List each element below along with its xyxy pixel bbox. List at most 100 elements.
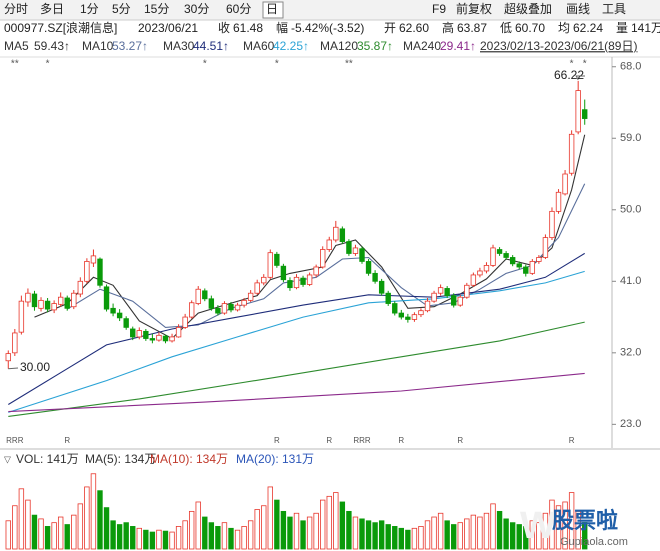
candle-body xyxy=(208,298,215,309)
candle-body xyxy=(97,258,103,286)
volume-bar xyxy=(562,501,568,550)
toolbar-tab[interactable]: 60分 xyxy=(226,2,251,16)
low-annotation: 30.00 xyxy=(20,360,50,374)
volume-bar xyxy=(470,514,477,550)
candle-body xyxy=(38,299,44,309)
volume-legend: MA(20): 131万 xyxy=(236,452,314,466)
date-range: 2023/02/13-2023/06/21(89日) xyxy=(480,39,637,53)
candle-body xyxy=(162,335,169,342)
volume-bar xyxy=(51,522,57,550)
volume-bar xyxy=(234,529,241,550)
candle-body xyxy=(169,336,175,342)
quote-date: 2023/06/21 xyxy=(138,21,198,35)
candle-body xyxy=(195,288,201,304)
volume-bar xyxy=(215,526,221,550)
annotation-leader xyxy=(8,367,19,370)
volume-bar xyxy=(365,520,372,550)
volume-bar xyxy=(162,530,169,550)
bottom-flag: R xyxy=(398,436,404,445)
toolbar-tool[interactable]: 画线 xyxy=(566,2,590,16)
volume-bar xyxy=(523,526,529,550)
candle-body xyxy=(470,274,477,286)
volume-bar xyxy=(247,520,254,550)
ma-legend-name: MA10 xyxy=(82,39,114,53)
bottom-flag: R xyxy=(457,436,463,445)
volume-bar xyxy=(464,518,470,550)
candle-body xyxy=(77,280,84,295)
volume-bar xyxy=(5,520,11,550)
volume-bar xyxy=(130,526,136,550)
toolbar-tab[interactable]: 1分 xyxy=(80,2,99,16)
toolbar-tab[interactable]: 分时 xyxy=(4,2,28,16)
candle-body xyxy=(333,226,339,241)
y-tick-label: 50.0 xyxy=(620,204,641,216)
toolbar-tab[interactable]: 15分 xyxy=(144,2,169,16)
volume-bar xyxy=(372,522,378,550)
candle-body xyxy=(215,307,221,314)
toolbar-tool[interactable]: 前复权 xyxy=(456,1,492,16)
candle-body xyxy=(247,292,254,301)
volume-bar xyxy=(182,520,188,550)
candle-body xyxy=(84,261,90,282)
volume-bar xyxy=(149,531,156,550)
volume-bar xyxy=(84,486,90,550)
volume-bar xyxy=(444,520,450,550)
toolbar-tab[interactable]: 日 xyxy=(266,2,278,16)
volume-bar xyxy=(103,507,110,550)
info-label: 开 xyxy=(384,21,396,35)
toolbar-tool[interactable]: 工具 xyxy=(602,2,626,16)
info-value: 60.70 xyxy=(515,21,545,35)
volume-bar xyxy=(169,531,175,550)
watermark-bg: W xyxy=(520,505,556,547)
ma-legend-value: 53.27↑ xyxy=(112,39,148,53)
candle-body xyxy=(136,330,142,338)
volume-bar xyxy=(293,512,300,550)
volume-bar xyxy=(346,510,352,550)
volume-bar xyxy=(38,518,44,550)
volume-legend: MA(10): 134万 xyxy=(150,452,228,466)
candle-body xyxy=(143,330,149,339)
ma-legend-value: 35.87↑ xyxy=(357,39,393,53)
top-flag: * xyxy=(46,59,50,70)
candle-body xyxy=(437,287,444,294)
candle-body xyxy=(202,290,208,300)
toolbar-tool[interactable]: F9 xyxy=(432,2,446,16)
volume-bar xyxy=(431,516,437,550)
toolbar-tab[interactable]: 30分 xyxy=(184,2,209,16)
candle-body xyxy=(110,307,116,314)
candle-body xyxy=(378,280,385,294)
candle-body xyxy=(116,312,123,319)
volume-bar xyxy=(549,499,555,550)
candle-body xyxy=(359,248,365,262)
candle-body xyxy=(123,318,129,328)
tab-selected xyxy=(262,1,284,19)
info-label: 收 xyxy=(218,21,230,35)
candle-body xyxy=(274,253,280,266)
watermark-site: Gupiaola.com xyxy=(560,536,628,548)
candle-body xyxy=(496,249,503,254)
toolbar-tool[interactable]: 超级叠加 xyxy=(504,1,552,16)
candle-body xyxy=(182,316,188,328)
info-value: 61.48 xyxy=(233,21,263,35)
volume-bar xyxy=(71,514,77,550)
volume-bar xyxy=(77,503,84,550)
top-flag: ** xyxy=(345,59,353,70)
top-flag: * xyxy=(583,59,587,70)
info-value: 63.87 xyxy=(457,21,487,35)
candle-body xyxy=(339,228,346,242)
toolbar-tab[interactable]: 多日 xyxy=(40,2,64,16)
candle-body xyxy=(477,270,483,276)
volume-bar xyxy=(267,486,273,550)
bottom-flag: R xyxy=(569,436,575,445)
ma-legend-value: 59.43↑ xyxy=(34,39,70,53)
ma-legend-name: MA120 xyxy=(320,39,358,53)
volume-bar xyxy=(280,510,287,550)
candle-body xyxy=(405,316,411,320)
candle-body xyxy=(523,266,529,274)
volume-bar xyxy=(398,527,405,550)
candle-body xyxy=(346,241,352,254)
y-tick-label: 41.0 xyxy=(620,275,641,287)
toolbar-tab[interactable]: 5分 xyxy=(112,2,131,16)
y-tick-label: 68.0 xyxy=(620,61,641,73)
